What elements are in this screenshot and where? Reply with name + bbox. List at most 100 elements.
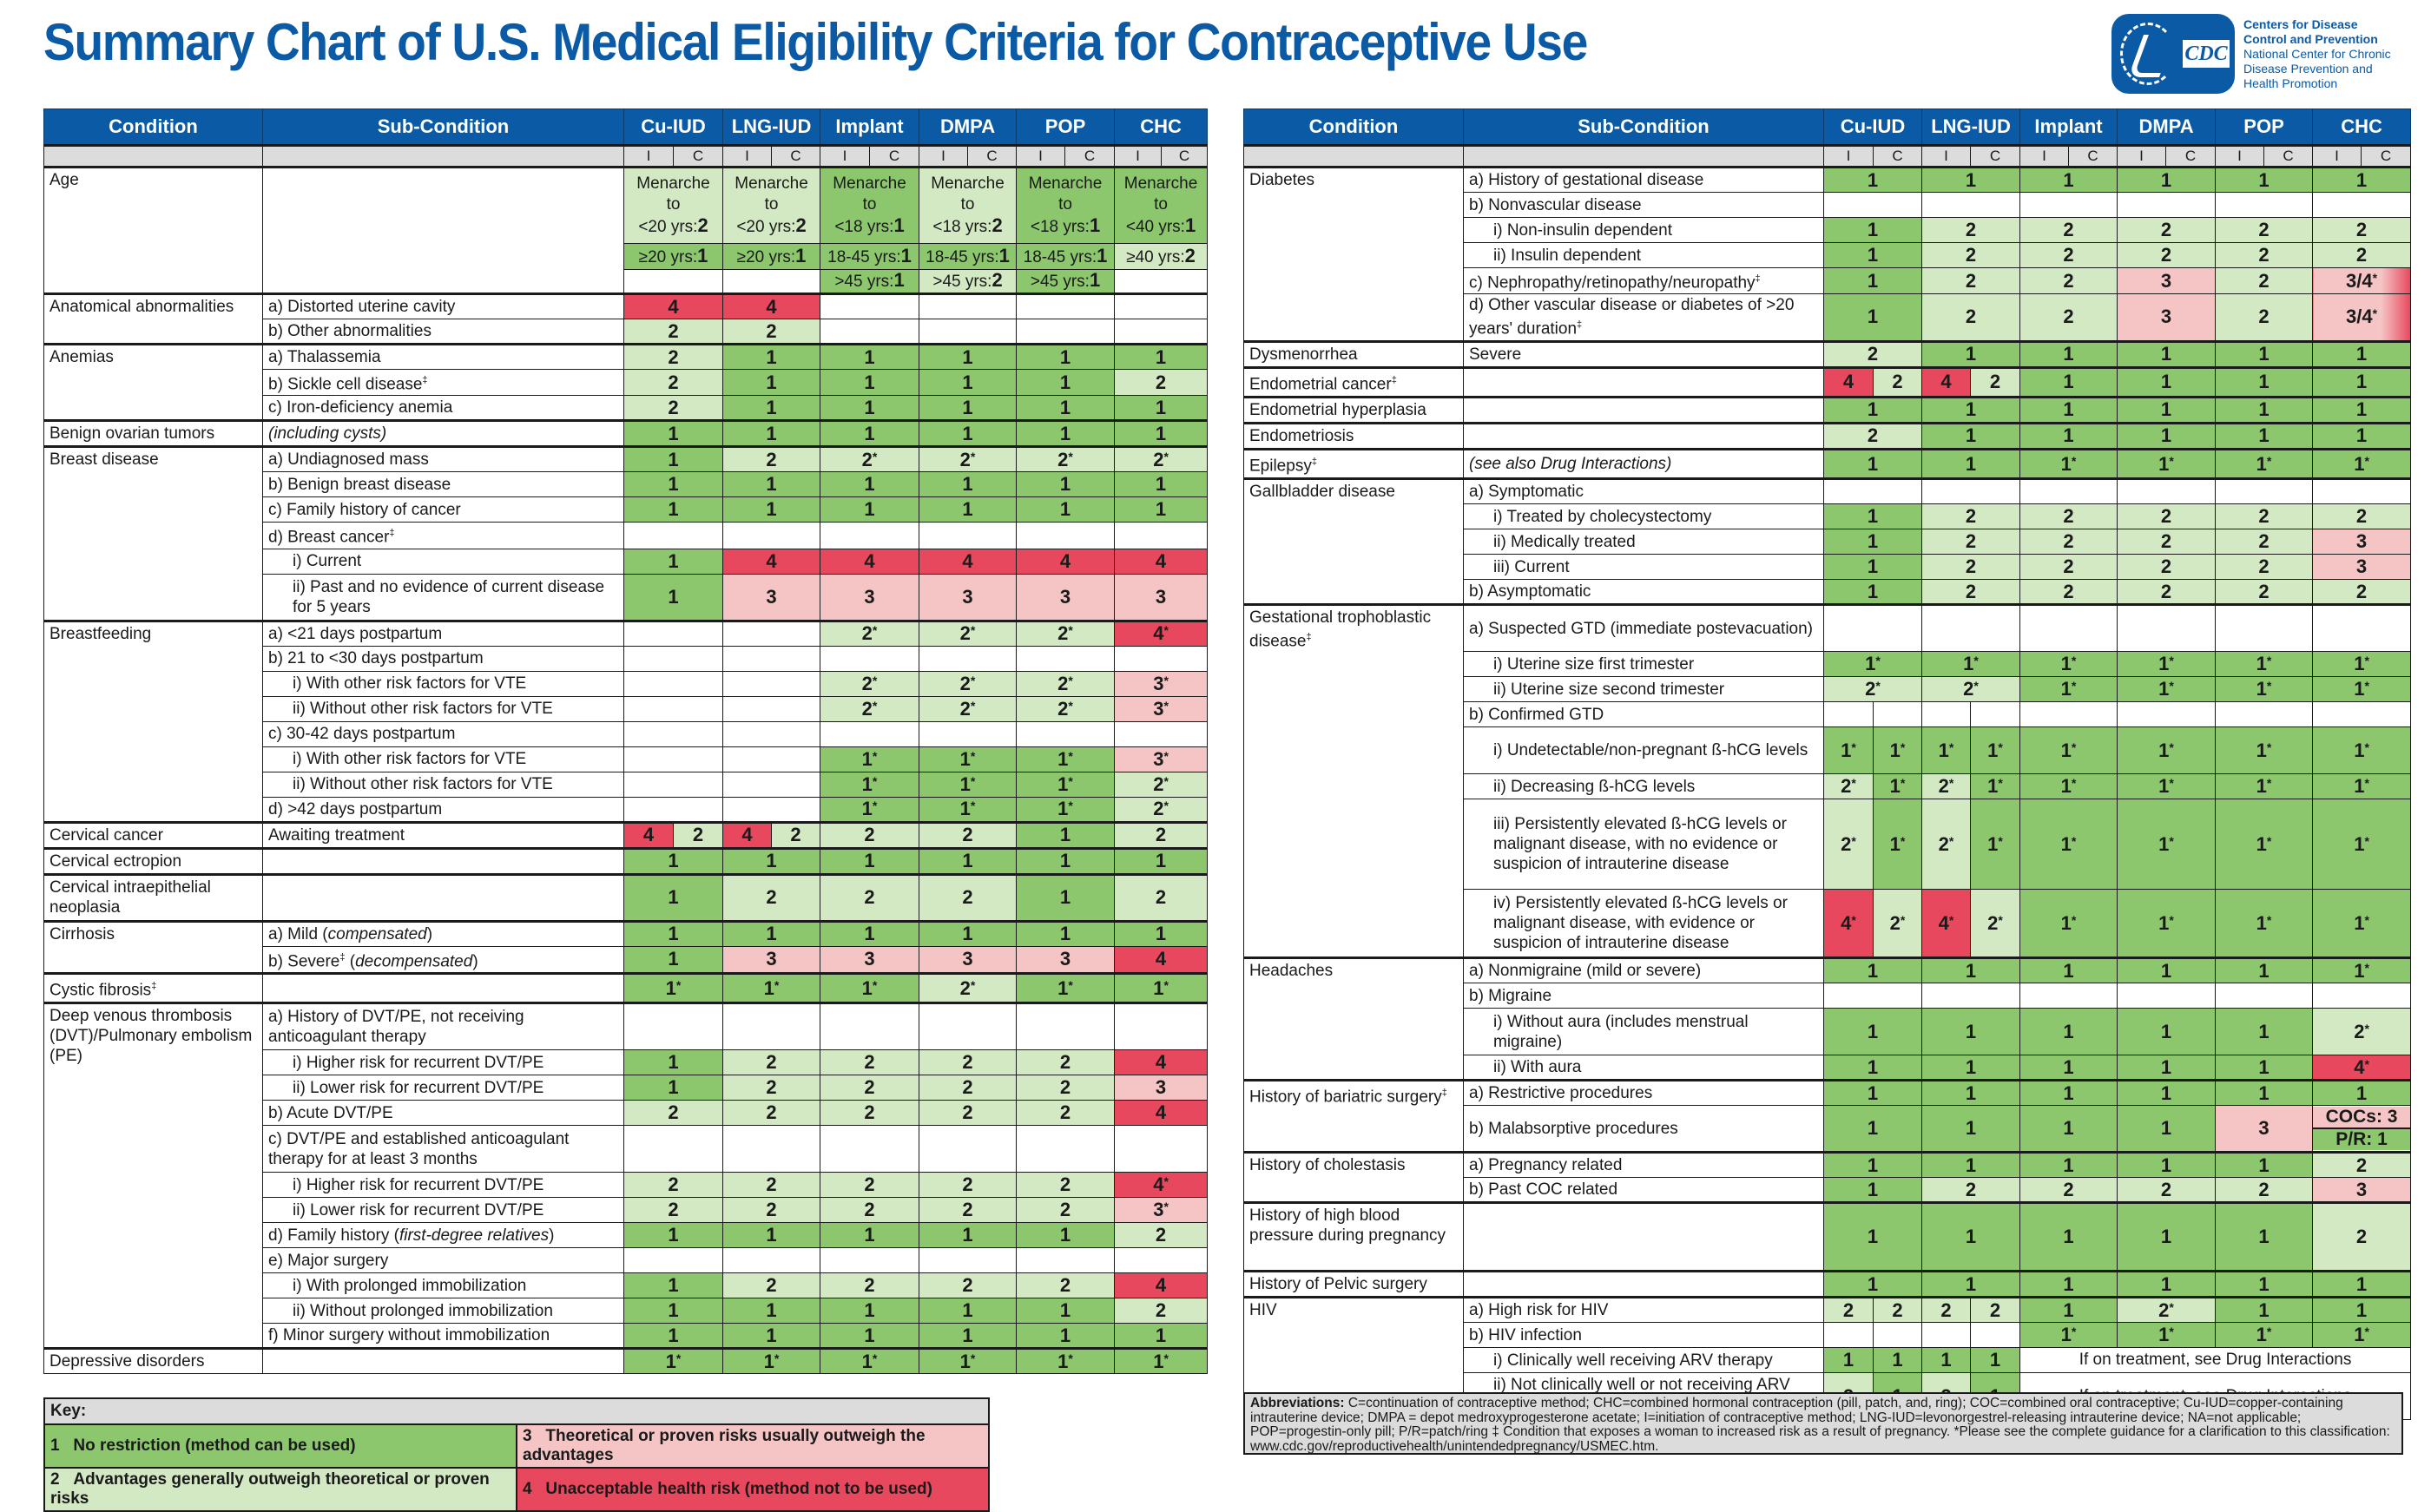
rating-cell: 1* [2312,447,2412,480]
rating-cell: 2 [820,820,920,849]
table-row: i) Higher risk for recurrent DVT/PE 2 2 2 2 2… [44,1172,1209,1199]
rating-cell: 2* [919,445,1018,473]
rating-cell: 1 [1822,1270,1923,1298]
rating-cell: 2 [2215,242,2314,268]
rating-cell: 2* [820,445,920,473]
rating-cell [722,771,821,798]
rating-cell: 1* [2312,773,2412,800]
rating-cell [2215,983,2314,1009]
table-row: ii) Past and no evidence of current dise… [44,573,1209,621]
rating-cell: 2 [1921,503,2021,530]
condition-cell: Diabetes [1243,166,1464,342]
rating-cell: 2 [1114,820,1209,849]
rating-cell: 2 [820,1075,920,1101]
rating-cell-split: 2* [1823,799,1874,891]
table-row: Cystic fibrosis‡ 1* 1* 1* 2* 1* 1* [43,971,1209,1004]
rating-cell: 1* [820,1347,920,1375]
rating-cell: 1 [919,343,1018,370]
rating-cell: 1 [623,945,724,974]
sub-condition-cell: i) With prolonged immobilization [262,1272,624,1299]
rating-cell [820,319,920,345]
rating-cell: 1 [722,395,821,422]
rating-cell: 1* [2215,1322,2314,1349]
rating-cell: 1 [1822,1055,1923,1081]
table-row: i) Uterine size first trimester 1* 1* 1* 1* 1… [1244,651,2412,678]
rating-cell [2117,701,2217,728]
initiation-label: I [722,145,773,168]
key-title: Key: [43,1397,990,1425]
rating-cell: 1* [2215,889,2314,959]
sub-condition-cell: i) With other risk factors for VTE [262,746,624,772]
rating-cell: 1 [820,1298,920,1325]
rating-cell [623,522,724,549]
sub-condition-cell [1463,395,1824,424]
rating-cell: 1 [1822,166,1923,193]
page-title: Summary Chart of U.S. Medical Eligibilit… [43,13,1588,71]
rating-cell-split: 2* [1921,773,1972,800]
column-header-condition: Condition [43,108,263,147]
rating-cell: 1 [919,471,1018,498]
sub-condition-cell: c) Nephropathy/retinopathy/neuropathy‡ [1463,266,1824,295]
rating-cell: 1 [2019,1055,2118,1081]
rating-cell: 1 [2019,1296,2118,1324]
rating-cell [722,720,821,747]
rating-cell: 1 [1921,1151,2021,1179]
condition-cell: Endometriosis [1243,421,1464,450]
rating-cell: 1* [2312,957,2412,984]
rating-cell: 1 [2019,957,2118,984]
table-row: d) >42 days postpartum 1* 1* 1* 2* [44,796,1209,823]
sub-condition-cell: d) >42 days postpartum [262,796,624,823]
rating-cell: 2 [623,1100,724,1127]
condition-cell: Gestational trophoblastic disease‡ [1243,603,1464,959]
rating-cell [2312,983,2412,1009]
sub-condition-cell: i) Clinically well receiving ARV therapy [1463,1347,1824,1374]
rating-cell: 1* [623,1347,724,1375]
rating-cell: 1 [919,1323,1018,1350]
sub-condition-cell: b) Acute DVT/PE [262,1100,624,1127]
rating-cell: 1 [2117,339,2217,368]
rating-cell: 1* [919,796,1018,823]
rating-cell: 2 [722,1172,821,1199]
rating-cell: 1 [1822,395,1923,424]
column-header-method: LNG-IUD [1921,108,2021,147]
sub-condition-cell: Awaiting treatment [262,820,624,849]
rating-cell: 4 [1016,548,1116,575]
rating-cell: 4 [722,293,821,319]
rating-cell: 2 [722,1272,821,1299]
rating-cell: 1* [919,746,1018,772]
rating-cell-split: 2 [672,820,724,849]
column-header-method: DMPA [919,108,1018,147]
rating-cell-split [1823,1322,1874,1349]
rating-cell: 2 [722,872,821,922]
rating-cell [1016,720,1116,747]
rating-cell [1921,477,2021,505]
rating-cell: 1 [1822,1008,1923,1056]
rating-cell-split: 2 [1921,1296,1972,1324]
table-row: e) Major surgery [44,1247,1209,1274]
rating-cell: 2 [1016,1049,1116,1076]
rating-cell: 1 [820,368,920,397]
rating-cell: 1* [2215,676,2314,703]
rating-cell: 3* [1114,670,1209,697]
rating-cell: 2* [2312,1008,2412,1056]
sub-condition-cell: d) Family history (first-degree relative… [262,1222,624,1249]
rating-cell: 2 [2215,217,2314,243]
table-row: Gestational trophoblastic disease‡ a) Sus… [1243,603,2412,959]
condition-cell: Breast disease [43,445,263,621]
rating-cell: 3 [2312,1177,2412,1204]
rating-cell: 4 [623,293,724,319]
rating-cell: 1 [1921,421,2021,450]
column-header-method: Cu-IUD [1822,108,1923,147]
rating-cell: 2 [2312,242,2412,268]
rating-cell: 1 [1921,1270,2021,1298]
rating-cell: 2 [1016,1100,1116,1127]
age-rating-cell: Menarche to <40 yrs:1 [1114,166,1209,244]
table-row: Cervical ectropion 1 1 1 1 1 1 [43,846,1209,875]
age-rating-cell: ≥20 yrs:1 [722,243,821,270]
initiation-label: I [2019,145,2070,168]
rating-cell: 2 [2215,554,2314,581]
rating-cell: 1* [2019,447,2118,480]
column-header-method: LNG-IUD [722,108,821,147]
rating-cell: 2* [1822,676,1923,703]
rating-cell: 2* [1016,670,1116,697]
